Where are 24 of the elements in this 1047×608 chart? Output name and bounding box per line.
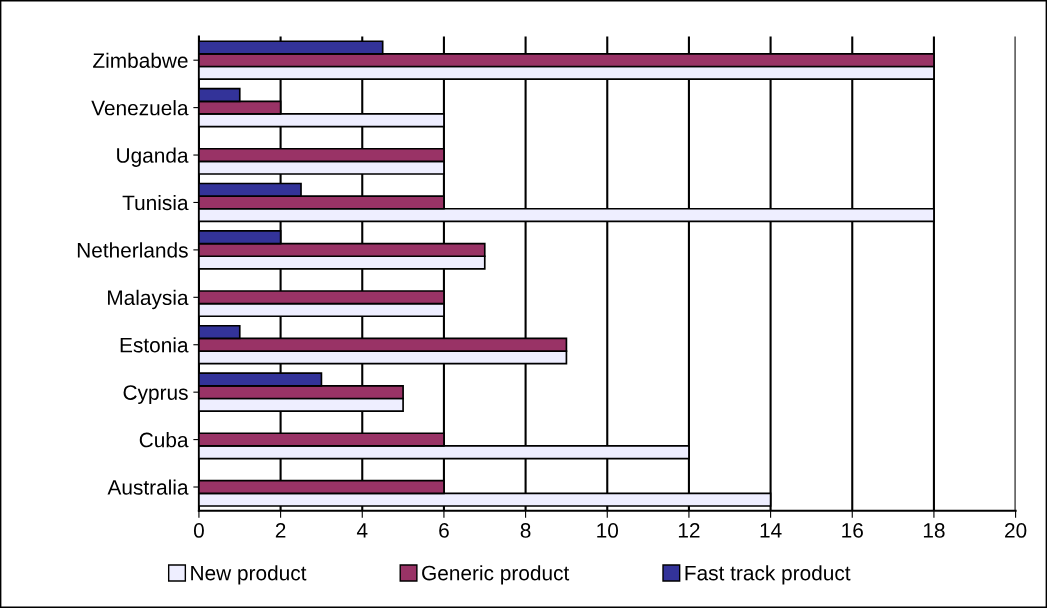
y-tick-label: Tunisia: [122, 194, 189, 211]
y-tick-label: Zimbabwe: [93, 52, 188, 68]
x-tick-label: 8: [520, 523, 531, 538]
x-tick-label: 2: [275, 523, 286, 538]
y-tick-label: Malaysia: [108, 289, 189, 310]
x-tick-label: 14: [760, 523, 782, 538]
x-tick-label: 6: [439, 523, 449, 538]
legend-label: New product: [191, 565, 307, 585]
x-tick-label: 4: [356, 523, 368, 538]
x-tick-label: 0: [193, 523, 204, 538]
y-tick-label: Netherlands: [77, 242, 188, 258]
x-tick-label: 18: [923, 523, 945, 538]
y-tick-label: Australia: [107, 479, 189, 495]
y-tick-label: Uganda: [117, 147, 189, 167]
x-tick-label: 12: [678, 523, 700, 538]
y-tick-label: Estonia: [120, 337, 189, 353]
x-tick-label: 10: [597, 523, 619, 538]
legend-label: Generic product: [422, 565, 570, 585]
y-tick-label: Cyprus: [123, 385, 188, 405]
y-tick-label: Venezuela: [91, 100, 189, 116]
y-tick-label: Cuba: [139, 432, 189, 448]
legend-label: Fast track product: [685, 565, 851, 585]
x-tick-label: 16: [842, 523, 863, 538]
x-tick-label: 20: [1005, 523, 1027, 538]
